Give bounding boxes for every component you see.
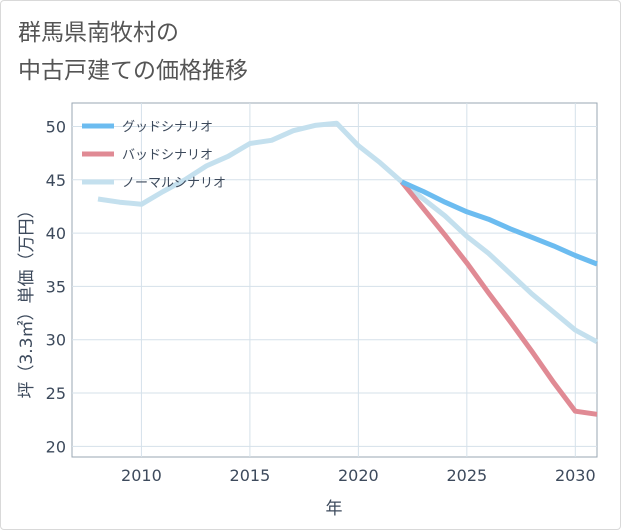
x-axis-label: 年 xyxy=(326,499,343,519)
series-line-1 xyxy=(399,180,598,417)
y-tick-label: 40 xyxy=(46,224,66,243)
y-tick-label: 45 xyxy=(46,171,66,190)
series-line-2 xyxy=(97,120,599,345)
y-tick-label: 30 xyxy=(46,331,66,350)
x-tick-label: 2020 xyxy=(338,466,379,485)
y-tick-label: 20 xyxy=(46,437,66,456)
x-tick-label: 2010 xyxy=(121,466,162,485)
x-tick-label: 2030 xyxy=(555,466,596,485)
grid-lines xyxy=(72,103,597,457)
y-tick-label: 35 xyxy=(46,277,66,296)
legend-label: グッドシナリオ xyxy=(122,120,213,135)
y-tick-label: 25 xyxy=(46,384,66,403)
x-tick-label: 2015 xyxy=(230,466,271,485)
legend-label: バッドシナリオ xyxy=(122,148,213,163)
series-lines xyxy=(97,120,599,417)
chart-title: 群馬県南牧村の 中古戸建ての価格推移 xyxy=(18,14,248,90)
y-tick-label: 50 xyxy=(46,117,66,136)
plot-area xyxy=(71,102,598,458)
chart-title-line-1: 群馬県南牧村の xyxy=(18,20,179,46)
x-tick-label: 2025 xyxy=(446,466,487,485)
y-axis-label: 坪（3.3㎡）単価（万円） xyxy=(17,201,37,398)
chart-title-line-2: 中古戸建ての価格推移 xyxy=(18,58,248,84)
series-line-0 xyxy=(400,179,598,267)
legend-label: ノーマルシナリオ xyxy=(122,176,226,191)
